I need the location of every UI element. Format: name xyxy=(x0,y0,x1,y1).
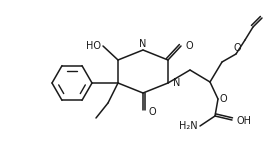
Text: O: O xyxy=(220,94,228,104)
Text: HO: HO xyxy=(86,41,101,51)
Text: O: O xyxy=(149,107,157,117)
Text: O: O xyxy=(186,41,194,51)
Text: O: O xyxy=(233,43,241,53)
Text: H₂N: H₂N xyxy=(179,121,198,131)
Text: N: N xyxy=(173,78,180,88)
Text: N: N xyxy=(139,39,147,49)
Text: OH: OH xyxy=(237,116,252,126)
